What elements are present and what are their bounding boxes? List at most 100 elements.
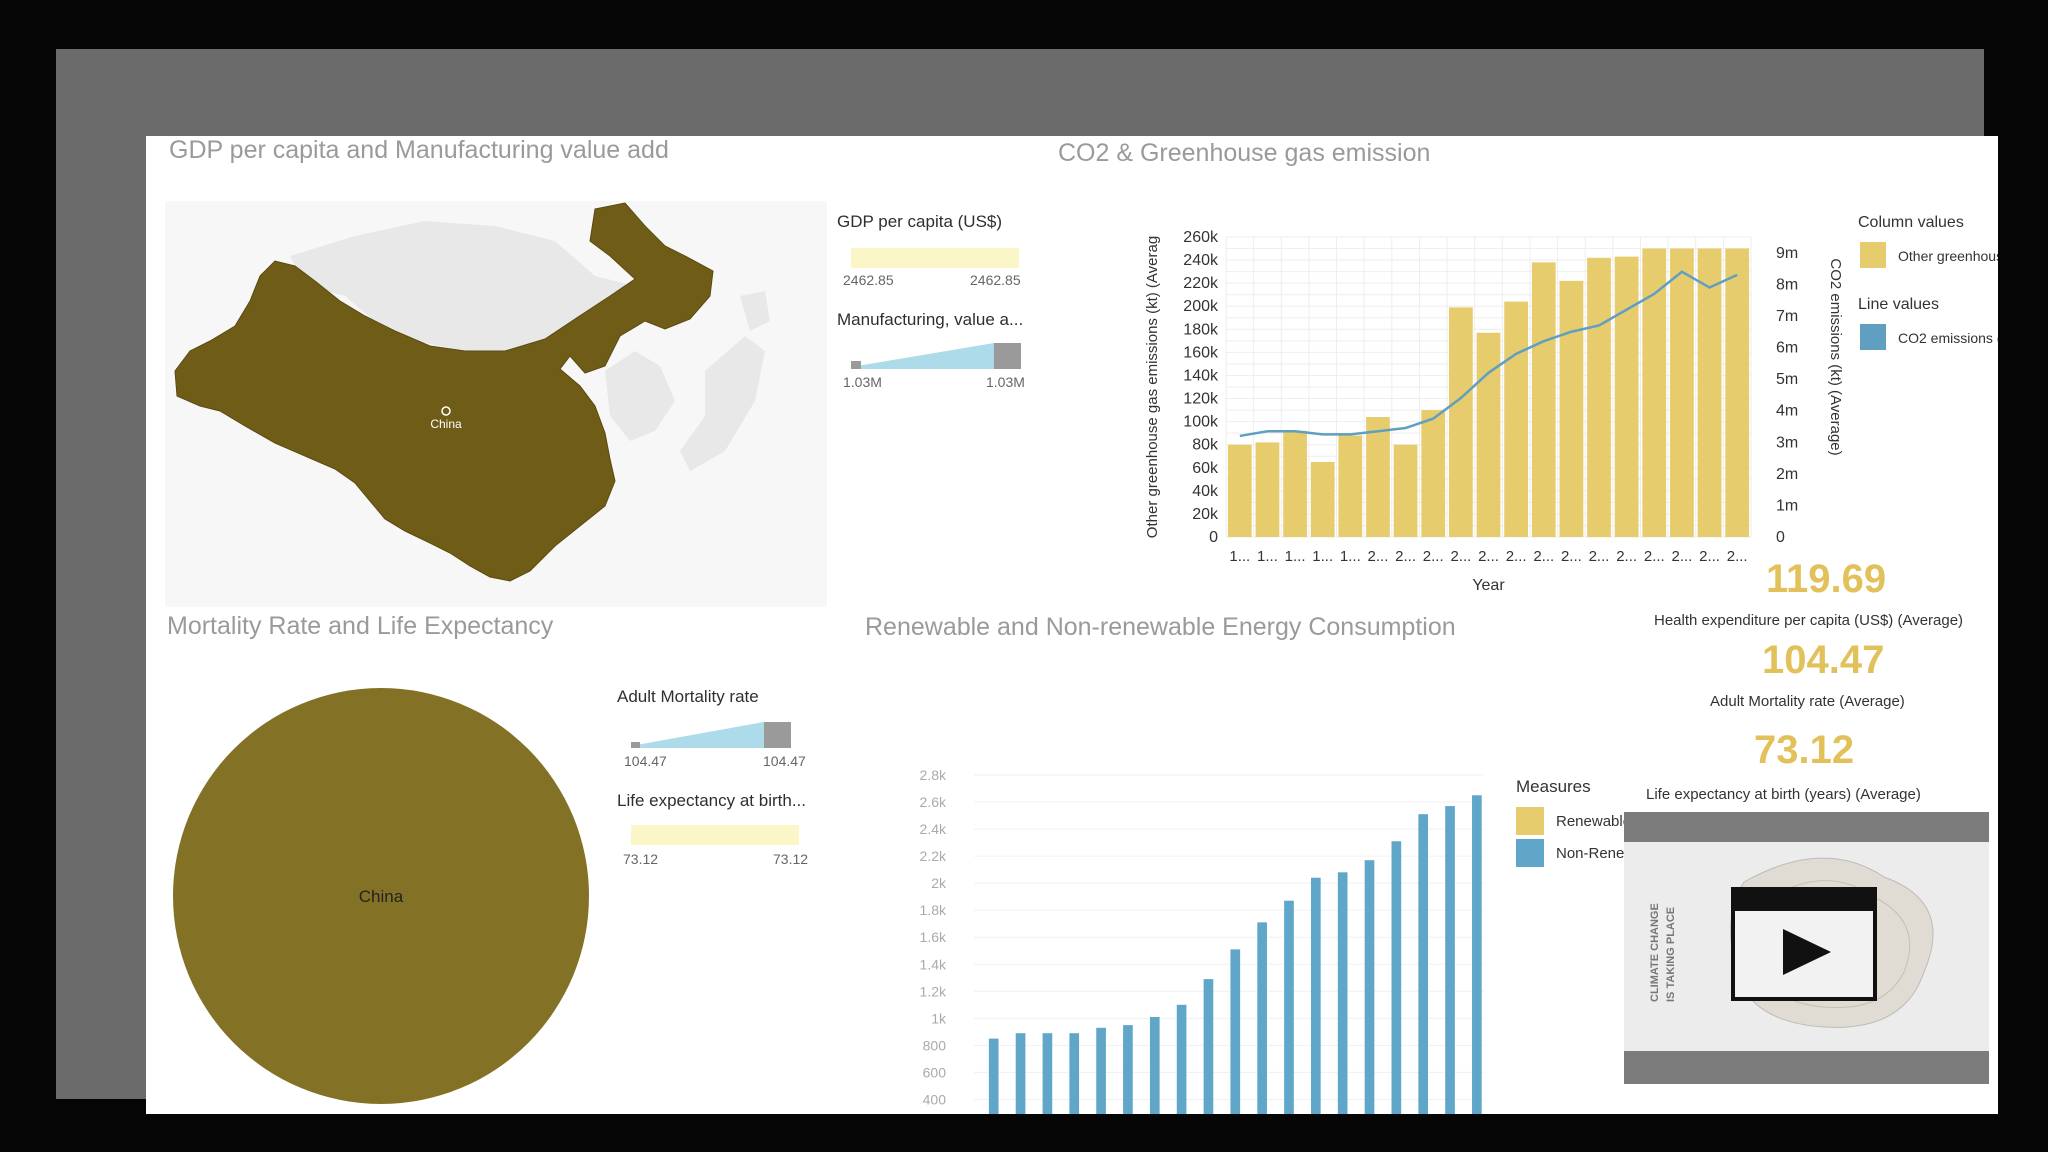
video-player[interactable]: CLIMATE CHANGE IS TAKING PLACE (1624, 812, 1989, 1084)
dashboard-frame: GDP per capita and Manufacturing value a… (56, 49, 1998, 1114)
co2-y-tick: 120k (1183, 391, 1219, 408)
co2-y-tick: 40k (1192, 483, 1219, 500)
co2-y2-tick: 0 (1776, 529, 1785, 546)
co2-bar[interactable] (1504, 301, 1529, 537)
co2-x-tick: 1... (1340, 548, 1361, 565)
co2-bar[interactable] (1338, 435, 1363, 537)
energy-bar-nonrenewable[interactable] (1337, 872, 1348, 1114)
co2-bar[interactable] (1310, 462, 1335, 537)
manufacturing-gauge-bar (851, 343, 1021, 369)
video-top-bar (1624, 812, 1989, 842)
energy-bar-nonrenewable[interactable] (1284, 900, 1294, 1114)
energy-bar-nonrenewable[interactable] (1096, 1027, 1106, 1114)
kpi-life-expectancy-value: 73.12 (1754, 728, 1855, 772)
co2-y2-tick: 2m (1776, 466, 1798, 483)
co2-bar[interactable] (1283, 430, 1307, 537)
kpi-health-expenditure-value: 119.69 (1766, 557, 1887, 601)
co2-x-tick: 1... (1312, 548, 1333, 565)
energy-y-tick: 1.4k (920, 956, 947, 972)
play-icon (1783, 929, 1831, 975)
energy-bar-nonrenewable[interactable] (1042, 1033, 1053, 1114)
co2-x-tick: 2... (1671, 548, 1692, 565)
energy-legend-swatch-nonrenewable (1516, 839, 1544, 867)
gdp-gauge-bar (851, 248, 1019, 268)
co2-bar[interactable] (1227, 444, 1252, 537)
play-button[interactable] (1731, 887, 1877, 1001)
co2-y-tick: 260k (1183, 229, 1219, 246)
co2-bar[interactable] (1476, 332, 1501, 537)
co2-bar[interactable] (1559, 280, 1584, 537)
energy-y-tick: 2.4k (920, 821, 947, 837)
energy-bar-nonrenewable[interactable] (1203, 979, 1214, 1114)
energy-bar-nonrenewable[interactable] (1472, 795, 1482, 1114)
gdp-gauge-max: 2462.85 (970, 272, 1021, 288)
energy-bar-nonrenewable[interactable] (1149, 1016, 1160, 1114)
energy-bar-nonrenewable[interactable] (1257, 922, 1267, 1114)
energy-bar-nonrenewable[interactable] (1391, 841, 1402, 1114)
co2-x-tick: 2... (1589, 548, 1610, 565)
energy-bar-nonrenewable[interactable] (1176, 1004, 1187, 1114)
energy-bar-nonrenewable[interactable] (1230, 949, 1241, 1114)
life-gauge-min: 73.12 (623, 851, 659, 867)
co2-x-tick: 2... (1450, 548, 1471, 565)
play-button-header (1735, 891, 1873, 911)
co2-y2-axis-label: CO2 emissions (kt) (Average) (1827, 258, 1844, 455)
energy-y-tick: 2.6k (920, 794, 947, 810)
co2-x-tick: 2... (1423, 548, 1444, 565)
co2-x-tick: 2... (1644, 548, 1665, 565)
energy-bar-nonrenewable[interactable] (1364, 860, 1375, 1114)
co2-y-tick: 160k (1183, 344, 1219, 361)
china-map[interactable]: China (165, 201, 827, 607)
energy-y-tick: 1.8k (920, 902, 947, 918)
manufacturing-gauge-max: 1.03M (986, 374, 1025, 390)
manufacturing-gauge-label: Manufacturing, value a... (837, 310, 1024, 329)
co2-bar[interactable] (1587, 257, 1611, 537)
co2-y2-tick: 5m (1776, 371, 1798, 388)
energy-bar-nonrenewable[interactable] (1123, 1025, 1133, 1114)
gdp-gauge-label: GDP per capita (US$) (837, 212, 1003, 231)
pie-slice-china[interactable] (173, 688, 589, 1104)
energy-y-tick: 2.8k (920, 767, 947, 783)
co2-chart[interactable]: 0 20k 40k 60k 80k 100k 120k 140k 160k 180k 200k 220… (1046, 201, 1998, 601)
energy-y-tick: 2k (931, 875, 947, 891)
energy-legend-title: Measures (1516, 777, 1591, 796)
co2-bar[interactable] (1725, 248, 1750, 537)
co2-line[interactable] (1239, 270, 1738, 438)
co2-bar[interactable] (1393, 444, 1418, 537)
energy-bar-nonrenewable[interactable] (1445, 806, 1455, 1114)
energy-chart-title: Renewable and Non-renewable Energy Consu… (865, 613, 1456, 641)
energy-bar-nonrenewable[interactable] (988, 1038, 999, 1114)
co2-bar[interactable] (1366, 417, 1390, 537)
co2-legend-line-label: CO2 emissions (kt) (Av (1898, 330, 1998, 346)
energy-bar-nonrenewable[interactable] (1418, 814, 1429, 1114)
co2-bar[interactable] (1448, 307, 1473, 537)
co2-legend-column-title: Column values (1858, 214, 1964, 231)
co2-y-tick: 220k (1183, 275, 1219, 292)
co2-x-tick: 2... (1616, 548, 1637, 565)
china-marker[interactable] (441, 406, 451, 416)
gdp-manufacturing-title: GDP per capita and Manufacturing value a… (169, 136, 669, 164)
co2-bar[interactable] (1421, 410, 1446, 537)
co2-bar[interactable] (1531, 262, 1556, 537)
energy-chart[interactable]: 400 600 800 1k 1.2k 1.4k 1.6k 1.8k 2k 2.2k 2.4k 2.6… (816, 676, 1726, 1114)
kpi-mortality-label: Adult Mortality rate (Average) (1710, 693, 1905, 710)
energy-bar-nonrenewable[interactable] (1069, 1033, 1080, 1114)
pie-chart[interactable]: China (171, 686, 591, 1106)
pie-label: China (359, 887, 404, 906)
co2-x-tick: 2... (1533, 548, 1554, 565)
co2-y-tick: 240k (1183, 252, 1219, 269)
dashboard-panel: GDP per capita and Manufacturing value a… (146, 136, 1998, 1114)
energy-bar-nonrenewable[interactable] (1015, 1033, 1026, 1114)
life-gauge-label: Life expectancy at birth... (617, 791, 806, 810)
mongolia-region (290, 221, 645, 356)
co2-y2-tick: 8m (1776, 276, 1798, 293)
thumbnail-text-2: IS TAKING PLACE (1665, 907, 1677, 1002)
co2-bar[interactable] (1614, 256, 1639, 537)
co2-bar[interactable] (1670, 248, 1694, 537)
energy-bar-nonrenewable[interactable] (1310, 877, 1321, 1114)
gdp-gauge-min: 2462.85 (843, 272, 894, 288)
energy-y-tick: 2.2k (920, 848, 947, 864)
co2-bar[interactable] (1255, 442, 1280, 537)
co2-bar[interactable] (1697, 248, 1722, 537)
co2-bar[interactable] (1642, 248, 1667, 537)
